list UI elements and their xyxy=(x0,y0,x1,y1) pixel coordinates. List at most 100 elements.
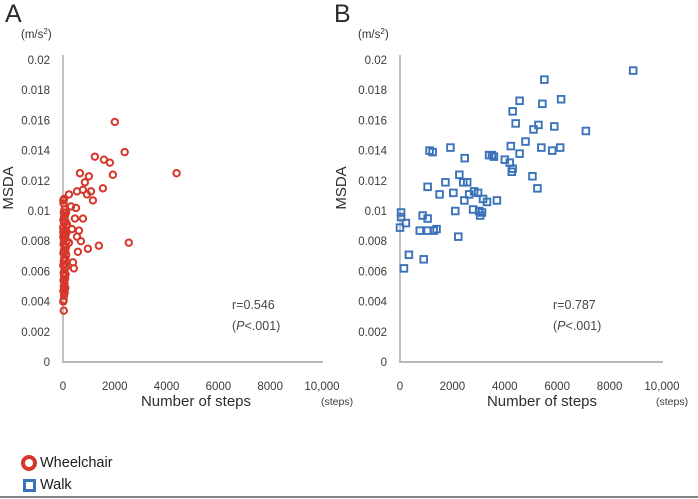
data-point-wheelchair xyxy=(83,244,93,253)
data-point-wheelchair xyxy=(110,117,120,127)
y-tick-label: 0.004 xyxy=(358,297,387,309)
y-tick-label: 0.016 xyxy=(358,115,387,127)
y-tick-label: 0.018 xyxy=(358,85,387,97)
data-point-walk xyxy=(487,150,497,160)
p-prefix: ( xyxy=(232,319,237,333)
data-point-walk xyxy=(529,125,538,134)
panel-a-letter: A xyxy=(5,0,22,28)
data-point-wheelchair xyxy=(84,172,94,181)
data-point-walk xyxy=(460,153,469,163)
x-tick-label: 10,000 xyxy=(644,381,679,393)
legend-label: Walk xyxy=(40,477,72,493)
y-tick-label: 0.012 xyxy=(21,176,50,188)
y-tick-label: 0 xyxy=(44,357,50,369)
x-tick-label: 6000 xyxy=(206,381,232,393)
p-prefix: ( xyxy=(553,319,558,333)
data-point-wheelchair xyxy=(70,214,80,223)
data-point-walk xyxy=(489,152,499,161)
data-point-walk xyxy=(547,146,557,155)
x-tick-label: 0 xyxy=(397,381,403,393)
legend-item-wheelchair: Wheelchair xyxy=(21,452,113,474)
data-point-wheelchair xyxy=(75,169,85,178)
unit-text: (m/s xyxy=(358,29,381,41)
unit-superscript: 2 xyxy=(380,27,385,36)
data-point-walk xyxy=(399,264,409,273)
p-value-text: (P<.001) xyxy=(232,316,280,337)
data-point-walk xyxy=(441,178,450,187)
data-point-wheelchair xyxy=(172,169,181,178)
data-point-wheelchair xyxy=(76,237,86,246)
y-axis-title-b: MSDA xyxy=(333,166,350,210)
wheelchair-circle-icon xyxy=(21,455,37,471)
x-tick-label: 8000 xyxy=(597,381,623,393)
y-tick-label: 0.008 xyxy=(358,236,387,248)
data-point-walk xyxy=(396,208,406,217)
data-point-wheelchair xyxy=(64,190,74,199)
data-point-wheelchair xyxy=(105,158,115,167)
y-axis-unit-b: (m/s2) xyxy=(358,27,389,41)
legend-label: Wheelchair xyxy=(40,455,113,471)
data-point-walk xyxy=(423,214,432,223)
data-point-walk xyxy=(511,119,520,128)
y-tick-label: 0.002 xyxy=(21,327,50,339)
x-tick-label: 6000 xyxy=(544,381,570,393)
x-tick-label: 2000 xyxy=(440,381,466,393)
y-tick-label: 0.012 xyxy=(358,176,387,188)
y-tick-label: 0.006 xyxy=(21,266,50,278)
data-point-walk xyxy=(451,206,460,216)
data-point-walk xyxy=(475,211,485,220)
p-value-text: (P<.001) xyxy=(553,316,601,337)
walk-square-icon xyxy=(23,478,36,492)
y-tick-label: 0.016 xyxy=(21,115,50,127)
y-tick-label: 0.014 xyxy=(21,146,50,158)
legend: Wheelchair Walk xyxy=(21,452,113,496)
data-point-wheelchair xyxy=(90,152,100,161)
data-point-walk xyxy=(460,196,469,205)
x-tick-label: 0 xyxy=(60,381,66,393)
x-axis-title-a: Number of steps xyxy=(140,393,252,410)
data-point-wheelchair xyxy=(108,170,118,179)
data-point-walk xyxy=(515,96,524,106)
y-tick-label: 0.02 xyxy=(365,55,387,67)
data-point-wheelchair xyxy=(80,178,90,187)
scatter-plots-svg: 00.0020.0040.0060.0080.010.0120.0140.016… xyxy=(21,55,680,393)
data-point-walk xyxy=(521,137,530,146)
data-point-walk xyxy=(540,75,549,84)
y-tick-label: 0.02 xyxy=(28,55,50,67)
data-point-wheelchair xyxy=(69,264,79,273)
y-tick-label: 0.01 xyxy=(365,206,387,218)
x-tick-label: 10,000 xyxy=(304,381,339,393)
p-suffix: <.001) xyxy=(244,319,281,333)
data-point-wheelchair xyxy=(59,306,68,315)
data-point-walk xyxy=(528,172,537,181)
y-tick-label: 0.01 xyxy=(28,206,50,218)
data-point-wheelchair xyxy=(88,196,98,205)
y-tick-label: 0.002 xyxy=(358,327,387,339)
data-point-walk xyxy=(462,178,472,187)
data-point-wheelchair xyxy=(82,190,92,199)
data-point-wheelchair xyxy=(120,147,129,157)
data-point-walk xyxy=(435,190,444,199)
data-point-walk xyxy=(429,226,438,235)
data-point-walk xyxy=(401,218,411,228)
y-tick-label: 0.008 xyxy=(21,236,50,248)
data-point-walk xyxy=(555,143,565,152)
data-point-walk xyxy=(492,196,502,205)
data-point-walk xyxy=(581,126,591,136)
x-axis-unit-b: (steps) xyxy=(656,396,689,408)
p-suffix: <.001) xyxy=(565,319,602,333)
data-point-walk xyxy=(449,188,458,198)
data-point-wheelchair xyxy=(94,241,104,250)
data-point-wheelchair xyxy=(71,203,81,213)
data-point-wheelchair xyxy=(59,196,68,205)
data-point-walk xyxy=(428,147,437,157)
y-axis-unit-a: (m/s2) xyxy=(21,27,52,41)
unit-text: ) xyxy=(47,29,52,41)
data-point-walk xyxy=(506,141,516,151)
data-point-walk xyxy=(538,99,547,109)
data-point-wheelchair xyxy=(72,187,82,196)
data-point-walk xyxy=(396,212,406,222)
data-point-walk xyxy=(464,190,474,199)
data-point-walk xyxy=(446,143,455,152)
